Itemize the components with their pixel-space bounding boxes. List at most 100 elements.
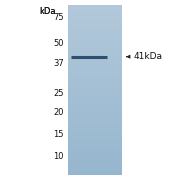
- Bar: [68, 10, 122, 11]
- Text: 41kDa: 41kDa: [133, 52, 162, 61]
- Bar: [68, 125, 122, 126]
- Bar: [68, 76, 122, 77]
- Bar: [68, 28, 122, 29]
- Bar: [68, 112, 122, 113]
- Bar: [68, 86, 122, 87]
- Bar: [68, 8, 122, 9]
- Bar: [68, 74, 122, 75]
- Bar: [68, 133, 122, 134]
- Bar: [68, 99, 122, 100]
- Bar: [68, 94, 122, 95]
- Bar: [68, 89, 122, 90]
- Bar: [68, 156, 122, 157]
- Bar: [68, 134, 122, 135]
- Bar: [68, 72, 122, 73]
- Bar: [68, 163, 122, 164]
- Bar: [68, 126, 122, 127]
- Bar: [68, 117, 122, 118]
- Bar: [68, 85, 122, 86]
- Bar: [68, 162, 122, 163]
- Bar: [68, 130, 122, 131]
- Bar: [68, 116, 122, 117]
- Bar: [68, 140, 122, 141]
- Bar: [68, 73, 122, 74]
- Bar: [68, 153, 122, 154]
- Bar: [68, 101, 122, 102]
- Bar: [68, 9, 122, 10]
- Bar: [68, 139, 122, 140]
- Bar: [68, 103, 122, 104]
- Bar: [68, 13, 122, 14]
- Bar: [68, 18, 122, 19]
- Bar: [68, 93, 122, 94]
- Bar: [68, 79, 122, 80]
- Bar: [68, 147, 122, 148]
- Bar: [68, 70, 122, 71]
- Bar: [68, 135, 122, 136]
- Bar: [68, 159, 122, 160]
- Bar: [68, 22, 122, 23]
- Bar: [68, 118, 122, 119]
- Bar: [68, 109, 122, 110]
- Bar: [68, 95, 122, 96]
- Bar: [68, 120, 122, 121]
- Bar: [68, 143, 122, 144]
- Bar: [68, 23, 122, 24]
- Bar: [68, 6, 122, 7]
- Bar: [68, 17, 122, 18]
- Bar: [68, 152, 122, 153]
- Bar: [68, 77, 122, 78]
- Bar: [68, 137, 122, 138]
- Bar: [68, 136, 122, 137]
- Bar: [68, 36, 122, 37]
- Bar: [68, 61, 122, 62]
- Bar: [68, 96, 122, 97]
- Bar: [68, 165, 122, 166]
- Bar: [68, 49, 122, 50]
- Bar: [68, 98, 122, 99]
- Bar: [68, 24, 122, 25]
- Bar: [68, 64, 122, 65]
- Bar: [68, 26, 122, 27]
- Bar: [68, 82, 122, 83]
- Bar: [68, 127, 122, 128]
- Bar: [68, 119, 122, 120]
- Bar: [68, 41, 122, 42]
- Bar: [68, 57, 122, 58]
- Bar: [68, 69, 122, 70]
- Bar: [68, 123, 122, 124]
- Bar: [68, 103, 122, 104]
- Bar: [68, 38, 122, 39]
- Bar: [68, 161, 122, 162]
- Bar: [68, 16, 122, 17]
- Bar: [68, 52, 122, 53]
- Bar: [68, 160, 122, 161]
- Bar: [68, 154, 122, 155]
- Bar: [68, 128, 122, 129]
- Bar: [68, 60, 122, 61]
- Bar: [68, 59, 122, 60]
- Bar: [68, 80, 122, 81]
- Bar: [68, 51, 122, 52]
- Bar: [68, 11, 122, 12]
- Bar: [68, 39, 122, 40]
- Bar: [68, 138, 122, 139]
- Text: 37: 37: [53, 59, 64, 68]
- Bar: [68, 115, 122, 116]
- Bar: [68, 55, 122, 56]
- Bar: [68, 91, 122, 92]
- Bar: [68, 44, 122, 45]
- Bar: [68, 31, 122, 32]
- Bar: [68, 43, 122, 44]
- Bar: [68, 172, 122, 173]
- Bar: [68, 122, 122, 123]
- Bar: [68, 170, 122, 171]
- Bar: [68, 68, 122, 69]
- Bar: [68, 29, 122, 30]
- Bar: [68, 71, 122, 72]
- Bar: [68, 88, 122, 89]
- Bar: [68, 121, 122, 122]
- Bar: [68, 21, 122, 22]
- Bar: [68, 132, 122, 133]
- Bar: [68, 104, 122, 105]
